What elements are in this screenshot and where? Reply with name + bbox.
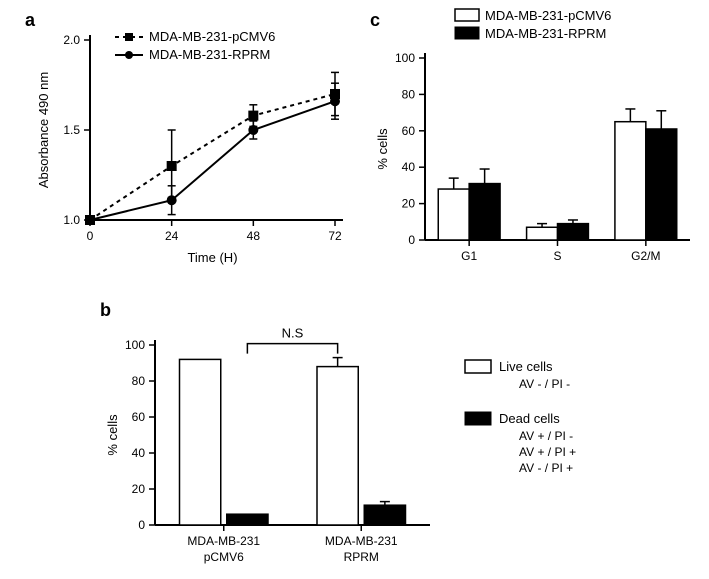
panel-b-legend: Live cells AV - / PI - Dead cells AV + / PI… bbox=[465, 359, 576, 475]
panel-b-bar bbox=[180, 359, 221, 525]
panel-b-legend-dead-sub: AV - / PI + bbox=[519, 461, 573, 475]
panel-b-category-l2: RPRM bbox=[344, 550, 379, 564]
panel-b-ytick: 100 bbox=[125, 338, 145, 352]
panel-b-ns-text: N.S bbox=[282, 326, 304, 341]
panel-a-xtick: 72 bbox=[328, 229, 342, 243]
panel-c: c MDA-MB-231-pCMV6 MDA-MB-231-RPRM 0 20 40 60 8… bbox=[370, 8, 690, 263]
legend-swatch-open bbox=[465, 360, 491, 373]
panel-b-category-l1: MDA-MB-231 bbox=[187, 534, 260, 548]
panel-b-ytick: 80 bbox=[132, 374, 146, 388]
figure-root: a 1.0 1.5 2.0 0 24 48 72 Time (H) Absorbance 490 … bbox=[0, 0, 709, 579]
panel-b-bar bbox=[317, 367, 358, 525]
panel-c-ytick: 60 bbox=[402, 124, 416, 138]
square-marker-icon bbox=[125, 33, 133, 41]
panel-c-ytick: 20 bbox=[402, 197, 416, 211]
panel-a-xlabel: Time (H) bbox=[187, 250, 237, 265]
panel-a-ylabel: Absorbance 490 nm bbox=[36, 72, 51, 188]
panel-c-legend: MDA-MB-231-pCMV6 MDA-MB-231-RPRM bbox=[455, 8, 611, 41]
panel-a-series-line bbox=[90, 94, 335, 220]
legend-swatch-filled bbox=[465, 412, 491, 425]
panel-c-bar bbox=[558, 224, 589, 240]
panel-a-xtick: 0 bbox=[87, 229, 94, 243]
panel-a-legend-label: MDA-MB-231-pCMV6 bbox=[149, 29, 275, 44]
panel-c-bar bbox=[469, 184, 500, 240]
square-marker-icon bbox=[248, 111, 258, 121]
circle-marker-icon bbox=[85, 215, 95, 225]
panel-c-ytick: 0 bbox=[408, 233, 415, 247]
panel-c-bar bbox=[527, 227, 558, 240]
panel-a: a 1.0 1.5 2.0 0 24 48 72 Time (H) Absorbance 490 … bbox=[25, 10, 343, 265]
panel-c-legend-label: MDA-MB-231-pCMV6 bbox=[485, 8, 611, 23]
panel-b-ylabel: % cells bbox=[105, 414, 120, 456]
panel-b-category-l2: pCMV6 bbox=[204, 550, 244, 564]
panel-c-bar bbox=[615, 122, 646, 240]
panel-b-legend-live: Live cells bbox=[499, 359, 553, 374]
panel-c-category: S bbox=[553, 249, 561, 263]
legend-swatch-filled bbox=[455, 27, 479, 39]
panel-b-ytick: 60 bbox=[132, 410, 146, 424]
panel-c-ylabel: % cells bbox=[375, 128, 390, 170]
panel-c-ytick: 80 bbox=[402, 87, 416, 101]
circle-marker-icon bbox=[167, 195, 177, 205]
panel-a-legend-label: MDA-MB-231-RPRM bbox=[149, 47, 270, 62]
legend-swatch-open bbox=[455, 9, 479, 21]
panel-a-ytick: 2.0 bbox=[63, 33, 80, 47]
panel-b-ytick: 0 bbox=[138, 518, 145, 532]
panel-b-legend-dead-sub: AV + / PI - bbox=[519, 429, 573, 443]
panel-c-bar bbox=[438, 189, 469, 240]
panel-b-legend-live-sub: AV - / PI - bbox=[519, 377, 570, 391]
square-marker-icon bbox=[167, 161, 177, 171]
panel-b: b 0 20 40 60 80 100 % cells MDA-MB-231 pCMV6 MDA-M… bbox=[100, 300, 576, 564]
panel-b-legend-dead: Dead cells bbox=[499, 411, 560, 426]
panel-a-series-line bbox=[90, 101, 335, 220]
panel-c-bar bbox=[646, 129, 677, 240]
panel-c-label: c bbox=[370, 10, 380, 30]
panel-c-category: G1 bbox=[461, 249, 477, 263]
panel-a-ytick: 1.5 bbox=[63, 123, 80, 137]
panel-c-legend-label: MDA-MB-231-RPRM bbox=[485, 26, 606, 41]
panel-b-legend-dead-sub: AV + / PI + bbox=[519, 445, 576, 459]
panel-b-ytick: 40 bbox=[132, 446, 146, 460]
panel-c-ytick: 100 bbox=[395, 51, 415, 65]
panel-a-xtick: 24 bbox=[165, 229, 179, 243]
panel-a-label: a bbox=[25, 10, 36, 30]
panel-b-bar bbox=[227, 514, 268, 525]
panel-b-ytick: 20 bbox=[132, 482, 146, 496]
panel-b-category-l1: MDA-MB-231 bbox=[325, 534, 398, 548]
panel-b-label: b bbox=[100, 300, 111, 320]
panel-a-ytick: 1.0 bbox=[63, 213, 80, 227]
circle-marker-icon bbox=[125, 51, 133, 59]
circle-marker-icon bbox=[248, 125, 258, 135]
ns-bracket-icon bbox=[247, 344, 337, 354]
panel-a-xtick: 48 bbox=[247, 229, 261, 243]
panel-c-category: G2/M bbox=[631, 249, 660, 263]
panel-a-legend: MDA-MB-231-pCMV6 MDA-MB-231-RPRM bbox=[115, 29, 275, 62]
circle-marker-icon bbox=[330, 96, 340, 106]
panel-c-ytick: 40 bbox=[402, 160, 416, 174]
panel-b-bar bbox=[364, 505, 405, 525]
